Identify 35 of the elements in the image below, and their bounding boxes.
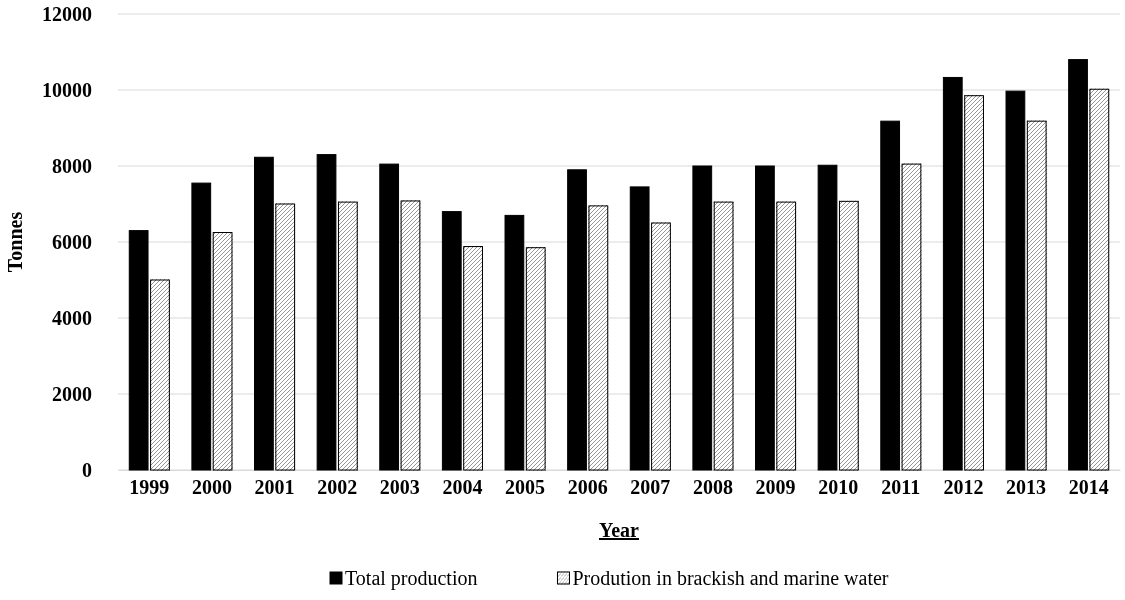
- y-tick-label: 12000: [42, 2, 92, 25]
- y-tick-label: 0: [82, 458, 92, 481]
- bar: [504, 214, 525, 471]
- x-tick-label: 2002: [317, 476, 358, 499]
- bar: [1005, 90, 1026, 471]
- bar: [692, 165, 713, 471]
- x-tick-label: 2008: [692, 476, 733, 499]
- bar: [191, 182, 212, 471]
- y-tick-label: 4000: [52, 306, 92, 329]
- y-tick-label: 6000: [52, 230, 92, 253]
- x-tick-label: 2009: [755, 476, 796, 499]
- x-tick-label: 2014: [1068, 476, 1109, 499]
- bar: [713, 201, 734, 471]
- legend-label: Total production: [345, 567, 478, 590]
- x-tick-label: 2013: [1006, 476, 1047, 499]
- y-axis-title: Tonnes: [4, 211, 26, 273]
- x-tick-label: 2006: [567, 476, 608, 499]
- legend-label: Prodution in brackish and marine water: [572, 567, 889, 589]
- bar: [212, 232, 233, 471]
- y-tick-label: 2000: [52, 382, 92, 405]
- bar: [525, 247, 546, 471]
- x-tick-label: 2004: [442, 476, 483, 499]
- x-tick-label: 2001: [254, 476, 295, 499]
- x-tick-label: 2005: [505, 476, 546, 499]
- x-tick-label: 2003: [379, 476, 420, 499]
- x-tick-label: 2011: [881, 476, 921, 499]
- x-axis-title: Year: [599, 519, 640, 541]
- x-tick-label: 1999: [129, 476, 170, 499]
- bar: [1026, 120, 1047, 471]
- x-tick-label: 2012: [943, 476, 984, 499]
- y-tick-label: 10000: [42, 78, 92, 101]
- y-tick-label: 8000: [52, 154, 92, 177]
- x-tick-label: 2000: [191, 476, 232, 499]
- x-tick-label: 2007: [630, 476, 671, 499]
- x-tick-label: 2010: [818, 476, 859, 499]
